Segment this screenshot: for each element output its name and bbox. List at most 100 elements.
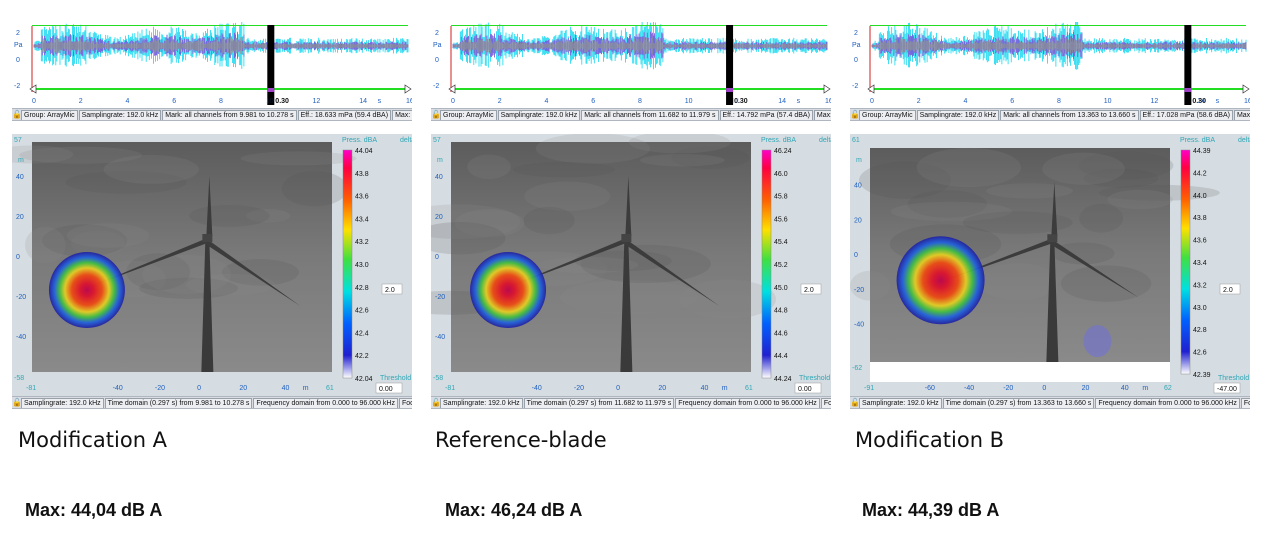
colorbar [761, 149, 772, 379]
cloud-texture [962, 211, 1073, 234]
x-tick-label: 0 [32, 98, 36, 105]
acoustic-map-view[interactable]: 61 m 40 20 0 -20 -40 -62 -91 -60 -40 -20 0 20 40 m 62 Pre… [850, 134, 1250, 396]
acoustic-map[interactable]: 61 m 40 20 0 -20 -40 -62 -91 -60 -40 -20 0 20 40 m 62 Pre… [850, 134, 1250, 396]
delta-value: 2.0 [1223, 287, 1233, 294]
cloud-texture [139, 277, 239, 299]
status-cell: Samplingrate: 192.0 kHz [497, 110, 581, 120]
cloud-texture [1107, 189, 1173, 210]
x-tick-label: 12 [1151, 98, 1159, 105]
x-tick-label: 61 [326, 385, 334, 392]
delta-label: delta [400, 137, 412, 144]
x-tick-label: 16 [825, 98, 831, 105]
waveform-view[interactable]: 2 Pa 0 -2 0.30 0 2 4 6 8 10 12 14 16 s [12, 22, 412, 108]
cloud-texture [671, 146, 750, 169]
colorbar-tick-label: 44.2 [1193, 170, 1207, 177]
waveform-plot[interactable]: 2 Pa 0 -2 0.30 0 2 4 6 8 10 12 14 16 s [12, 22, 412, 108]
y-unit-label: Pa [433, 42, 442, 49]
time-mark-cursor [726, 25, 734, 105]
waveform-view[interactable]: 2 Pa 0 -2 0.30 0 2 4 6 8 10 12 14 16 s [431, 22, 831, 108]
cloud-texture [523, 206, 575, 235]
status-cell: Samplingrate: 192.0 kHz [916, 110, 1000, 120]
colorbar-tick-label: 42.6 [1193, 350, 1207, 357]
y-tick-label: -40 [16, 334, 26, 341]
lock-icon[interactable]: 🔓 [431, 398, 441, 407]
acoustic-map-view[interactable]: 57 m 40 20 0 -20 -40 -58 -81 -40 -20 0 20 40 m 61 Press.… [12, 134, 412, 396]
cloud-texture [1079, 203, 1124, 233]
colorbar-tick-label: 45.0 [774, 285, 788, 292]
status-cell: Eff.: 18.633 mPa (59.4 dBA) [297, 110, 392, 120]
x-tick-label: 10 [1104, 98, 1112, 105]
cloud-texture [859, 161, 952, 199]
turbine-tower [201, 240, 214, 372]
delta-value: 2.0 [804, 287, 814, 294]
x-tick-label: m [722, 385, 728, 392]
x-tick-label: 4 [545, 98, 549, 105]
acoustic-map[interactable]: 57 m 40 20 0 -20 -40 -58-81 -40 -20 0 20 40 m 61 Press.… [12, 134, 412, 396]
waveform-trace [871, 37, 1247, 54]
colorbar-tick-label: 45.8 [774, 194, 788, 201]
status-bar-top: 🔓 Group: ArrayMic Samplingrate: 192.0 kHz M… [12, 108, 412, 121]
x-tick-label: 14 [1197, 98, 1205, 105]
x-tick-label: 6 [591, 98, 595, 105]
acoustic-map-view[interactable]: 57 m 40 20 0 -20 -40 -58 -81 -40 -20 0 20 40 m 61 Press.… [431, 134, 831, 396]
status-cell: Group: ArrayMic [440, 110, 497, 120]
acoustic-map[interactable]: 57 m 40 20 0 -20 -40 -58-81 -40 -20 0 20 40 m 61 Press.… [431, 134, 831, 396]
lock-icon[interactable]: 🔓 [12, 398, 22, 407]
y-tick-label: 0 [854, 252, 858, 259]
x-tick-label: 8 [638, 98, 642, 105]
colorbar-tick-label: 43.8 [355, 171, 369, 178]
x-tick-label: 0 [870, 98, 874, 105]
y-tick-label: -40 [854, 322, 864, 329]
y-tick-label: 40 [854, 183, 862, 190]
waveform-plot[interactable]: 2 Pa 0 -2 0.30 0 2 4 6 8 10 12 14 16 s [850, 22, 1250, 108]
turbine-blade-right [205, 240, 301, 306]
colorbar-tick-label: 46.24 [774, 148, 792, 155]
waveform-view[interactable]: 2 Pa 0 -2 0.30 0 2 4 6 8 10 12 14 16 s [850, 22, 1250, 108]
threshold-value: 0.00 [798, 386, 812, 393]
cursor-duration-label: 0.30 [275, 98, 289, 105]
x-tick-label: 6 [172, 98, 176, 105]
colorbar-tick-label: 42.04 [355, 376, 373, 383]
x-tick-label: 20 [658, 385, 666, 392]
x-tick-label: -20 [574, 385, 584, 392]
turbine-blade-up [625, 176, 632, 236]
acoustic-panel-reference-blade: 2 Pa 0 -2 0.30 0 2 4 6 8 10 12 14 16 s 🔓 Group: ArrayMi… [431, 22, 831, 412]
colorbar-tick-label: 45.6 [774, 216, 788, 223]
cloud-texture [580, 244, 711, 284]
status-cell: Time domain (0.297 s) from 13.363 to 13.… [942, 398, 1095, 408]
x-tick-label: m [1142, 385, 1148, 392]
timeline-end-handle [823, 84, 831, 94]
status-cell: Time domain (0.297 s) from 11.682 to 11.… [523, 398, 675, 408]
timeline-start-handle [29, 84, 37, 94]
x-tick-label: 12 [313, 98, 321, 105]
waveform-plot[interactable]: 2 Pa 0 -2 0.30 0 2 4 6 8 10 12 14 16 s [431, 22, 831, 108]
y-max-label: 61 [852, 137, 860, 144]
y-tick-label: 0 [435, 254, 439, 261]
x-tick-label: 0 [1042, 385, 1046, 392]
threshold-input [1213, 382, 1241, 394]
status-cell: Max: 182 [1233, 110, 1250, 120]
lock-icon[interactable]: 🔓 [12, 110, 22, 119]
cloud-texture [189, 204, 270, 227]
x-tick-label: 2 [498, 98, 502, 105]
x-tick-label: 2 [79, 98, 83, 105]
x-tick-label: 20 [239, 385, 247, 392]
status-bar-top: 🔓 Group: ArrayMic Samplingrate: 192.0 kHz M… [850, 108, 1250, 121]
timeline-top-line [451, 25, 827, 26]
threshold-label: Threshold [1218, 375, 1249, 382]
status-cell: Time domain (0.297 s) from 9.981 to 10.2… [104, 398, 253, 408]
cloud-texture [1083, 168, 1159, 188]
colorbar-tick-label: 43.6 [355, 194, 369, 201]
lock-icon[interactable]: 🔓 [850, 398, 860, 407]
status-cell: Max: 223 [813, 110, 831, 120]
y-tick-label: 40 [16, 174, 24, 181]
x-tick-label: 12 [732, 98, 740, 105]
cloud-texture [639, 154, 725, 167]
colorbar-tick-label: 43.2 [355, 239, 369, 246]
caption-modification-a: Modification A [18, 428, 168, 452]
lock-icon[interactable]: 🔓 [431, 110, 441, 119]
y-tick-label: -2 [852, 83, 858, 90]
lock-icon[interactable]: 🔓 [850, 110, 860, 119]
turbine-nacelle [202, 234, 213, 242]
colorbar-tick-label: 43.0 [355, 262, 369, 269]
